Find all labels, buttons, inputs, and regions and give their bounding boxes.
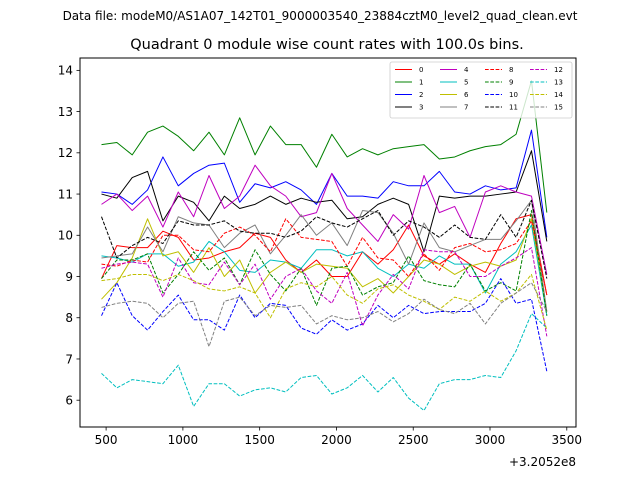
series-line-4 bbox=[101, 164, 548, 275]
y-tick-label: 13 bbox=[58, 105, 73, 119]
legend-label-2: 2 bbox=[419, 91, 423, 99]
x-offset-label: +3.2052e8 bbox=[509, 455, 576, 469]
y-tick-label: 9 bbox=[65, 270, 73, 284]
legend-label-15: 15 bbox=[554, 104, 563, 112]
x-tick-label: 3000 bbox=[475, 433, 506, 447]
legend-label-4: 4 bbox=[464, 66, 469, 74]
series-line-6 bbox=[101, 218, 548, 312]
plot-frame bbox=[79, 57, 577, 428]
legend-label-13: 13 bbox=[554, 79, 563, 87]
series-line-1 bbox=[101, 80, 548, 213]
legend-label-3: 3 bbox=[419, 104, 423, 112]
series-line-8 bbox=[101, 218, 548, 296]
y-tick-label: 8 bbox=[65, 311, 73, 325]
series-line-10 bbox=[101, 278, 548, 372]
series-line-15 bbox=[101, 282, 548, 348]
legend-label-9: 9 bbox=[509, 79, 513, 87]
x-tick-label: 2000 bbox=[321, 433, 352, 447]
series-layer bbox=[101, 80, 548, 412]
y-tick-label: 6 bbox=[65, 394, 73, 408]
legend-label-11: 11 bbox=[509, 104, 518, 112]
series-line-7 bbox=[101, 199, 548, 312]
series-line-9 bbox=[101, 210, 548, 316]
legend-label-10: 10 bbox=[509, 91, 518, 99]
legend-label-0: 0 bbox=[419, 66, 423, 74]
legend-label-12: 12 bbox=[554, 66, 563, 74]
legend-label-6: 6 bbox=[464, 91, 469, 99]
series-line-14 bbox=[101, 273, 548, 331]
chart-title: Quadrant 0 module wise count rates with … bbox=[130, 37, 524, 53]
legend-label-5: 5 bbox=[464, 79, 468, 87]
x-tick-label: 1000 bbox=[168, 433, 199, 447]
chart-suptitle: Data file: modeM0/AS1A07_142T01_90000035… bbox=[63, 9, 578, 23]
legend-label-8: 8 bbox=[509, 66, 513, 74]
x-tick-label: 1500 bbox=[244, 433, 275, 447]
legend-label-7: 7 bbox=[464, 104, 468, 112]
y-tick-label: 7 bbox=[65, 352, 73, 366]
y-tick-label: 12 bbox=[58, 146, 73, 160]
series-line-13 bbox=[101, 313, 548, 412]
y-tick-label: 10 bbox=[58, 229, 73, 243]
y-tick-label: 14 bbox=[58, 64, 73, 78]
series-line-11 bbox=[101, 199, 548, 279]
x-tick-label: 3500 bbox=[552, 433, 583, 447]
axes-layer: 500 1000 1500 2000 2500 3000 35006789101112131… bbox=[58, 57, 583, 447]
x-tick-label: 500 bbox=[95, 433, 118, 447]
y-tick-label: 11 bbox=[58, 187, 73, 201]
x-tick-label: 2500 bbox=[398, 433, 429, 447]
legend-label-14: 14 bbox=[554, 91, 563, 99]
series-line-12 bbox=[101, 247, 548, 337]
series-line-3 bbox=[101, 150, 548, 253]
series-line-2 bbox=[101, 129, 548, 238]
legend-box bbox=[389, 61, 573, 119]
legend-label-1: 1 bbox=[419, 79, 423, 87]
